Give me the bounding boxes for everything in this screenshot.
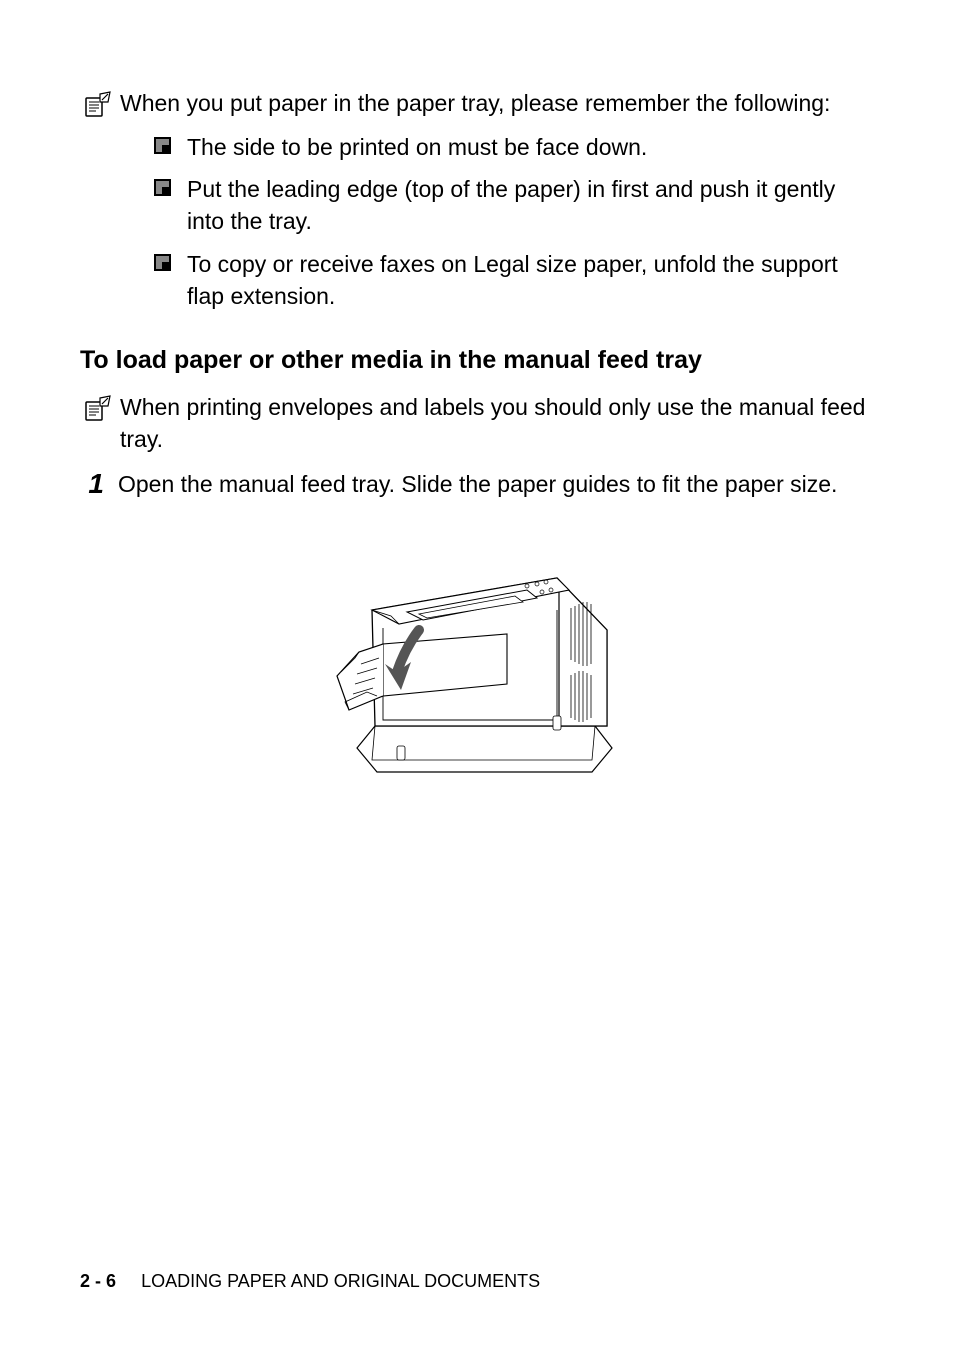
note-icon bbox=[80, 392, 114, 424]
step-1: 1 Open the manual feed tray. Slide the p… bbox=[80, 469, 874, 500]
bullet-item: Put the leading edge (top of the paper) … bbox=[120, 173, 874, 237]
bullet-text: Put the leading edge (top of the paper) … bbox=[187, 173, 874, 237]
section-heading: To load paper or other media in the manu… bbox=[80, 344, 874, 377]
printer-figure bbox=[80, 520, 874, 790]
page-footer: 2 - 6 LOADING PAPER AND ORIGINAL DOCUMEN… bbox=[80, 1271, 540, 1292]
page-number: 2 - 6 bbox=[80, 1271, 116, 1291]
bullet-text: The side to be printed on must be face d… bbox=[187, 131, 647, 163]
note-envelopes-text: When printing envelopes and labels you s… bbox=[120, 392, 874, 454]
note-remember: When you put paper in the paper tray, pl… bbox=[80, 88, 874, 322]
bullet-list: The side to be printed on must be face d… bbox=[120, 131, 874, 312]
square-bullet-icon bbox=[154, 137, 171, 154]
footer-title: LOADING PAPER AND ORIGINAL DOCUMENTS bbox=[141, 1271, 540, 1291]
note-intro: When you put paper in the paper tray, pl… bbox=[120, 90, 830, 116]
square-bullet-icon bbox=[154, 179, 171, 196]
footer-separator bbox=[121, 1271, 136, 1291]
note-remember-text: When you put paper in the paper tray, pl… bbox=[120, 88, 874, 322]
bullet-text: To copy or receive faxes on Legal size p… bbox=[187, 248, 874, 312]
note-envelopes: When printing envelopes and labels you s… bbox=[80, 392, 874, 454]
note-icon bbox=[80, 88, 114, 120]
bullet-item: To copy or receive faxes on Legal size p… bbox=[120, 248, 874, 312]
bullet-item: The side to be printed on must be face d… bbox=[120, 131, 874, 163]
step-number: 1 bbox=[80, 469, 104, 500]
printer-illustration-icon bbox=[327, 520, 627, 790]
square-bullet-icon bbox=[154, 254, 171, 271]
step-text: Open the manual feed tray. Slide the pap… bbox=[118, 469, 874, 500]
